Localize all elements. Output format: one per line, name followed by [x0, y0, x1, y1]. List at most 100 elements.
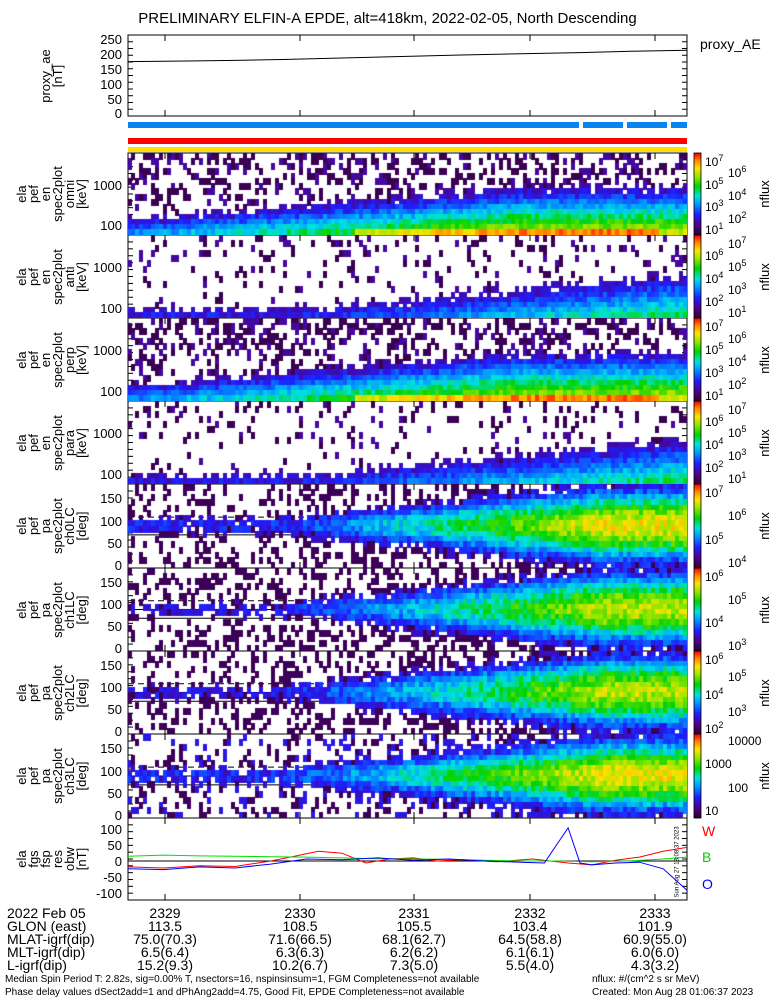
- tick-base: 10: [728, 237, 742, 251]
- tick-exponent: 5: [741, 591, 747, 601]
- tick-base: 10: [728, 403, 742, 417]
- orbit-value: 7.3(5.0): [389, 957, 439, 973]
- colorbar-tick-label: 104: [705, 269, 724, 286]
- tick-exponent: 3: [741, 447, 747, 457]
- status-bar-0: [671, 122, 687, 128]
- y-tick-label: 0: [114, 106, 122, 121]
- status-bar-0: [583, 122, 623, 128]
- tick-base: 10: [705, 722, 719, 736]
- colorbar-tick-label: 105: [728, 591, 747, 607]
- orbit-value: 6.0(6.0): [630, 944, 680, 960]
- panel-ylabel-ch3LC: ela pef pa spec2plot ch3LC [deg]: [14, 740, 89, 812]
- fgs-line-W: [127, 846, 688, 869]
- status-bar-1: [128, 138, 687, 144]
- spectrogram-ch1LC: [128, 568, 687, 651]
- tick-exponent: 3: [718, 364, 724, 374]
- ylabel-line: [keV]: [74, 427, 89, 458]
- tick-exponent: 5: [718, 530, 724, 541]
- tick-exponent: 7: [741, 235, 747, 245]
- tick-exponent: 4: [718, 614, 724, 624]
- tick-exponent: 2: [741, 209, 747, 220]
- panel-ylabel-perp: ela pef en spec2plot perp [keV]: [14, 324, 89, 396]
- colorbar-tick-label: 104: [728, 188, 746, 203]
- colorbar-tick-label: 1000: [705, 757, 732, 772]
- colorbar-tick-label: 106: [705, 651, 724, 667]
- colorbar-tick-label: 102: [705, 458, 724, 475]
- tick-base: 10: [705, 460, 719, 475]
- tick-base: 10: [705, 570, 719, 584]
- colorbar-tick-label: 101: [728, 304, 747, 320]
- y-tick-label: 100: [100, 763, 122, 779]
- tick-base: 10: [705, 294, 719, 309]
- ylabel-line: [keV]: [74, 261, 89, 292]
- spectrogram-para: [128, 401, 687, 484]
- y-tick-label: 100: [100, 77, 122, 92]
- panel-ylabel-ch2LC: ela pef pa spec2plot ch2LC [deg]: [14, 657, 89, 729]
- tick-base: 10: [705, 653, 719, 667]
- tick-exponent: 1: [741, 470, 747, 480]
- tick-base: 10: [728, 377, 742, 392]
- y-tick-label: 150: [100, 741, 122, 757]
- y-tick-label: 1000: [93, 426, 122, 442]
- tick-base: 10: [728, 354, 742, 369]
- colorbar-tick-label: 106: [728, 329, 747, 345]
- tick-base: 10: [705, 343, 719, 357]
- tick-base: 10: [728, 670, 742, 685]
- colorbar-tick-label: 107: [728, 402, 746, 417]
- colorbar-tick-label: 106: [728, 508, 746, 524]
- colorbar-tick-label: 106: [705, 568, 724, 584]
- y-tick-label: 0: [114, 724, 122, 739]
- tick-exponent: 5: [741, 258, 747, 268]
- y-tick-label: 1000: [93, 177, 122, 193]
- tick-exponent: 4: [741, 352, 747, 363]
- colorbar-tick-label: 101: [705, 222, 723, 237]
- colorbar-ch2LC: [693, 650, 702, 735]
- tick-exponent: 6: [718, 651, 724, 661]
- tick-exponent: 2: [718, 458, 724, 469]
- y-tick-label: 100: [100, 466, 122, 482]
- colorbar-tick-label: 102: [728, 209, 747, 225]
- spectrogram-ch0LC: [128, 484, 687, 568]
- tick-exponent: 1: [741, 304, 747, 314]
- y-tick-label: 100: [100, 513, 122, 529]
- tick-exponent: 7: [718, 153, 724, 163]
- orbit-value: 6.3(6.3): [275, 944, 325, 960]
- orbit-row-label: GLON (east): [7, 918, 87, 934]
- colorbar-tick-label: 100: [728, 780, 749, 795]
- colorbar-perp: [693, 317, 702, 402]
- tick-exponent: 5: [718, 341, 724, 351]
- colorbar-omni: [693, 152, 702, 236]
- colorbar-tick-label: 104: [728, 555, 746, 570]
- colorbar-tick-label: 101: [728, 470, 747, 486]
- spectrogram-ch3LC: [128, 734, 687, 818]
- tick-exponent: 6: [741, 329, 747, 340]
- tick-exponent: 6: [718, 568, 724, 578]
- tick-base: 10: [728, 166, 742, 181]
- tick-exponent: 5: [718, 175, 724, 186]
- colorbar-tick-label: 101: [705, 387, 724, 403]
- tick-base: 10: [705, 414, 719, 429]
- colorbar-tick-label: 103: [728, 703, 746, 718]
- tick-base: 10: [705, 271, 719, 286]
- y-tick-label: 1000: [93, 260, 122, 276]
- orbit-row-label: MLT-igrf(dip): [7, 944, 86, 960]
- colorbar-tick-label: 102: [705, 721, 723, 736]
- orbit-value: 2332: [514, 905, 546, 921]
- tick-exponent: 5: [741, 668, 747, 679]
- footer-phase-info: Phase delay values dSect2add=1 and dPhAn…: [5, 987, 465, 998]
- y-tick-label: -50: [103, 870, 122, 885]
- colorbar-tick-label: 10: [705, 804, 719, 818]
- orbit-value: 2333: [639, 905, 671, 921]
- colorbar-tick-label: 102: [705, 293, 723, 309]
- tick-base: 10: [705, 437, 719, 452]
- ylabel-line: [deg]: [74, 678, 89, 707]
- tick-base: 10: [728, 283, 742, 297]
- y-tick-label: 1000: [93, 343, 122, 359]
- tick-exponent: 6: [718, 246, 724, 257]
- tick-base: 10: [728, 509, 742, 524]
- tick-exponent: 1: [718, 387, 724, 397]
- tick-exponent: 4: [718, 269, 724, 280]
- panel-ylabel-anti: ela pef en spec2plot anti [keV]: [14, 241, 89, 313]
- y-tick-label: 50: [107, 702, 122, 718]
- y-tick-label: 50: [107, 785, 122, 801]
